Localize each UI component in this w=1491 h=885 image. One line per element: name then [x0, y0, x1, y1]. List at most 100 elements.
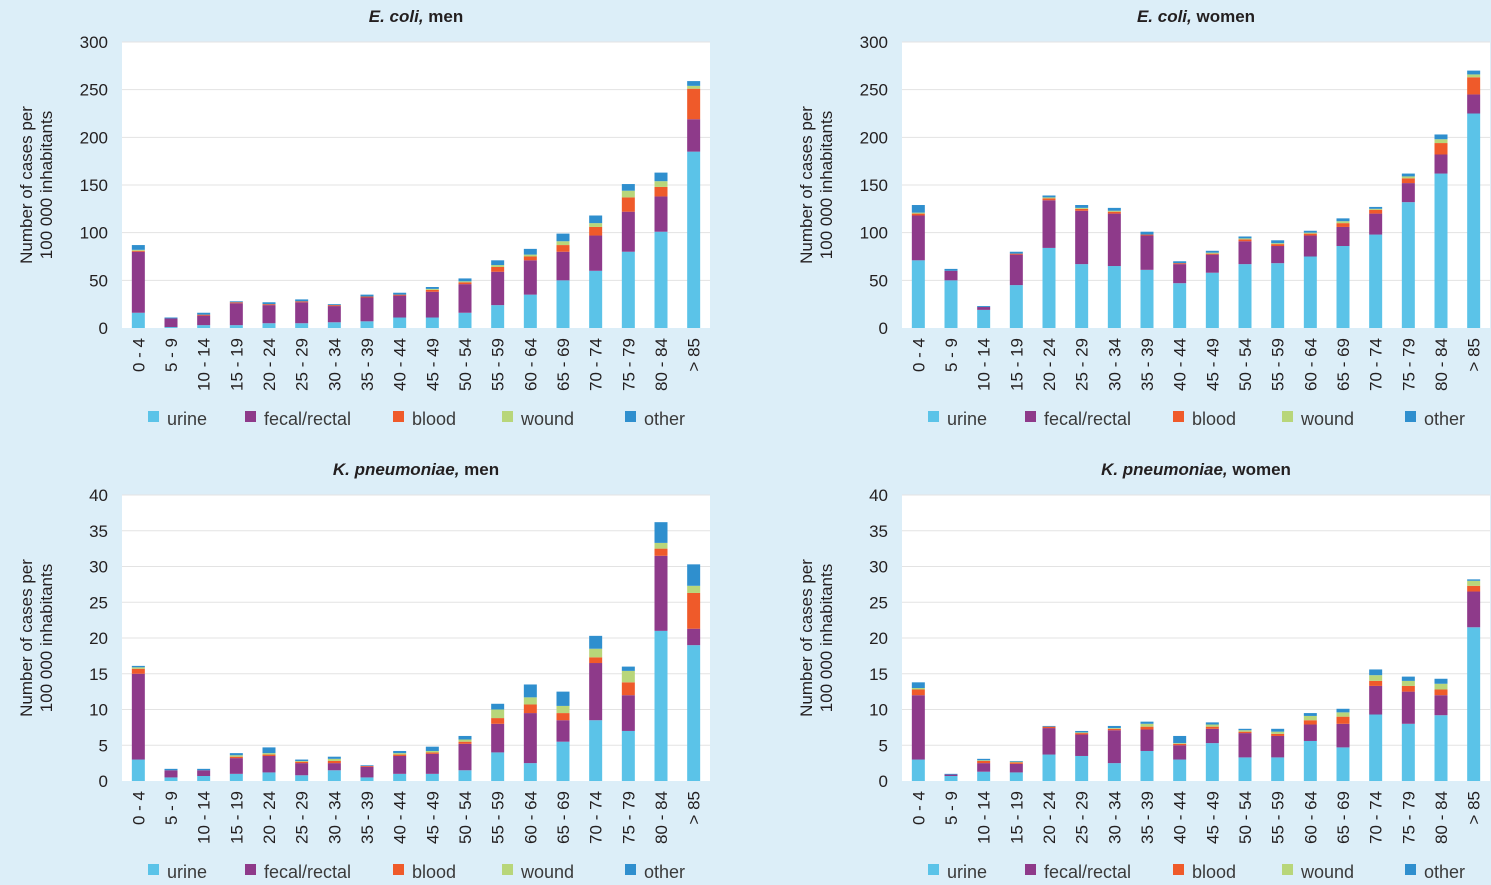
bar-segment-blood — [1467, 77, 1481, 95]
legend-item-other: other — [625, 862, 685, 882]
y-tick-label: 40 — [89, 486, 108, 505]
bar-segment-urine — [1467, 113, 1481, 328]
x-tick-label: 10 - 14 — [975, 338, 994, 391]
bar-segment-blood — [1336, 223, 1350, 227]
x-tick-label: 65 - 69 — [554, 338, 573, 391]
bar-segment-urine — [589, 720, 603, 781]
chart-title-organism: K. pneumoniae, — [1101, 460, 1228, 479]
x-tick-label: 50 - 54 — [1236, 338, 1255, 391]
bar-segment-blood — [360, 765, 374, 767]
legend-label: wound — [520, 862, 574, 882]
bar-segment-blood — [491, 266, 505, 272]
bar-segment-urine — [491, 305, 505, 328]
bar-segment-fecal-rectal — [1369, 213, 1383, 235]
bar-segment-fecal-rectal — [1467, 591, 1481, 628]
bar-segment-blood — [327, 760, 341, 764]
bar-segment-blood — [621, 197, 635, 212]
y-tick-label: 35 — [89, 522, 108, 541]
bar-segment-wound — [1205, 252, 1219, 254]
bar-segment-fecal-rectal — [1369, 685, 1383, 715]
x-tick-label: 70 - 74 — [587, 791, 606, 844]
bar-segment-urine — [229, 773, 243, 781]
bar-segment-urine — [1042, 247, 1056, 328]
x-tick-label: 15 - 19 — [1007, 791, 1026, 844]
y-axis-label-line1: Number of cases per — [797, 559, 816, 717]
bar-segment-fecal-rectal — [977, 763, 991, 772]
bar-segment-urine — [1467, 627, 1481, 781]
bar-segment-fecal-rectal — [393, 755, 407, 774]
bar-segment-urine — [654, 630, 668, 781]
legend-item-blood: blood — [393, 862, 456, 882]
bar-segment-blood — [1075, 208, 1089, 211]
bar-segment-fecal-rectal — [295, 763, 309, 776]
bar-segment-urine — [295, 323, 309, 328]
bar-segment-blood — [1467, 585, 1481, 592]
chart-title-organism: K. pneumoniae, — [333, 460, 460, 479]
y-tick-label: 150 — [860, 176, 888, 195]
bar-segment-other — [654, 172, 668, 182]
x-tick-label: 40 - 44 — [1171, 338, 1190, 391]
x-tick-label: 20 - 24 — [1040, 791, 1059, 844]
bar-segment-blood — [1042, 726, 1056, 729]
legend-label: urine — [167, 862, 207, 882]
bar-segment-blood — [589, 226, 603, 236]
y-axis-label-line2: 100 000 inhabitants — [817, 111, 836, 259]
chart-title-group: women — [1228, 460, 1291, 479]
chart-title: E. coli, women — [1137, 7, 1255, 26]
bar-segment-fecal-rectal — [1467, 94, 1481, 114]
y-axis-label-line2: 100 000 inhabitants — [37, 111, 56, 259]
y-tick-label: 300 — [80, 33, 108, 52]
x-tick-label: 25 - 29 — [1073, 791, 1092, 844]
y-tick-label: 50 — [89, 271, 108, 290]
x-tick-label: 0 - 4 — [129, 791, 148, 825]
bar-segment-urine — [977, 309, 991, 328]
x-tick-label: 0 - 4 — [129, 338, 148, 372]
bar-segment-urine — [1173, 283, 1187, 328]
x-tick-label: 15 - 19 — [227, 338, 246, 391]
y-tick-label: 40 — [869, 486, 888, 505]
y-tick-label: 250 — [860, 81, 888, 100]
x-tick-label: 5 - 9 — [942, 791, 961, 825]
chart-panel-4: K. pneumoniae, women 0 5 10 15 20 25 30 35 40 Numb… — [797, 460, 1490, 882]
legend-label: fecal/rectal — [264, 862, 351, 882]
bar-segment-blood — [1336, 716, 1350, 724]
bar-segment-urine — [523, 294, 537, 328]
bar-segment-blood — [1042, 198, 1056, 201]
bar-segment-fecal-rectal — [1434, 154, 1448, 174]
bar-segment-other — [131, 245, 145, 250]
bar-segment-other — [131, 665, 145, 668]
bar-segment-blood — [1173, 263, 1187, 265]
x-tick-label: 0 - 4 — [909, 791, 928, 825]
bar-segment-blood — [687, 592, 701, 629]
legend-item-fecal-rectal: fecal/rectal — [245, 862, 351, 882]
bar-segment-wound — [458, 281, 472, 283]
y-tick-label: 5 — [879, 736, 888, 755]
bar-segment-urine — [1107, 266, 1121, 328]
legend-swatch — [148, 411, 159, 422]
bar-segment-urine — [944, 280, 958, 328]
x-tick-label: 80 - 84 — [1432, 338, 1451, 391]
bar-segment-fecal-rectal — [1271, 246, 1285, 264]
bar-segment-other — [1205, 250, 1219, 253]
y-tick-label: 250 — [80, 81, 108, 100]
bar-segment-wound — [1009, 761, 1023, 763]
bar-segment-other — [1467, 70, 1481, 75]
y-tick-label: 300 — [860, 33, 888, 52]
bar-segment-blood — [1107, 211, 1121, 214]
bar-segment-fecal-rectal — [654, 555, 668, 631]
bar-segment-other — [425, 287, 439, 289]
bar-segment-blood — [654, 186, 668, 197]
bar-segment-blood — [523, 256, 537, 261]
y-tick-label: 50 — [869, 271, 888, 290]
bar-segment-other — [164, 317, 178, 319]
bar-segment-other — [491, 260, 505, 266]
legend-swatch — [1405, 864, 1416, 875]
bar-segment-blood — [327, 305, 341, 307]
x-tick-label: 75 - 79 — [1399, 791, 1418, 844]
bar-segment-other — [654, 522, 668, 543]
bar-segment-wound — [425, 288, 439, 290]
bar-segment-fecal-rectal — [229, 758, 243, 774]
bar-segment-fecal-rectal — [556, 251, 570, 281]
y-tick-label: 25 — [869, 593, 888, 612]
x-tick-label: > 85 — [685, 791, 704, 825]
